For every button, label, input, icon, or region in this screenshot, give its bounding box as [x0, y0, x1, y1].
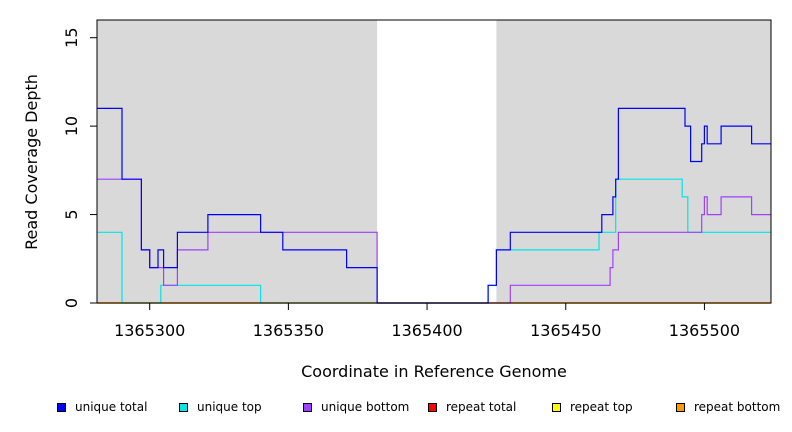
legend-label: repeat bottom	[694, 400, 781, 414]
legend-label: repeat top	[570, 400, 633, 414]
series-line-unique-bottom	[97, 178, 771, 304]
y-axis-title: Read Coverage Depth	[22, 74, 41, 250]
y-axis: 0 5 10 15	[62, 28, 97, 308]
x-tick-label: 1365400	[391, 321, 462, 340]
x-axis-title: Coordinate in Reference Genome	[301, 362, 567, 381]
y-tick-label: 15	[62, 28, 81, 48]
legend-swatch	[303, 402, 312, 412]
legend-item-unique-bottom: unique bottom	[303, 400, 409, 414]
y-tick-label: 5	[62, 209, 81, 219]
legend-label: unique total	[75, 400, 148, 414]
legend-swatch	[676, 402, 685, 412]
legend: unique total unique top unique bottom repea…	[0, 400, 792, 420]
x-tick-label: 1365450	[530, 321, 601, 340]
legend-item-repeat-bottom: repeat bottom	[676, 400, 780, 414]
shaded-regions	[97, 20, 771, 303]
coverage-chart: 1365300 1365350 1365400 1365450 1365500 0 5 10…	[22, 19, 772, 381]
legend-item-unique-top: unique top	[179, 400, 262, 414]
series-line-unique-total	[97, 107, 771, 304]
x-tick-label: 1365300	[114, 321, 185, 340]
legend-swatch	[179, 402, 188, 412]
plot-frame	[96, 19, 772, 304]
legend-item-repeat-top: repeat top	[552, 400, 633, 414]
legend-swatch	[552, 402, 561, 412]
x-tick-label: 1365500	[669, 321, 740, 340]
shaded-region-2	[496, 20, 771, 303]
shaded-region-1	[97, 20, 378, 303]
x-tick-label: 1365350	[253, 321, 324, 340]
legend-swatch	[57, 402, 66, 412]
legend-swatch	[428, 402, 437, 412]
legend-label: unique bottom	[321, 400, 410, 414]
legend-label: repeat total	[446, 400, 517, 414]
legend-label: unique top	[197, 400, 262, 414]
legend-item-unique-total: unique total	[57, 400, 147, 414]
y-tick-label: 10	[62, 116, 81, 136]
y-tick-label: 0	[62, 298, 81, 308]
legend-item-repeat-total: repeat total	[428, 400, 516, 414]
x-axis: 1365300 1365350 1365400 1365450 1365500	[114, 303, 740, 340]
